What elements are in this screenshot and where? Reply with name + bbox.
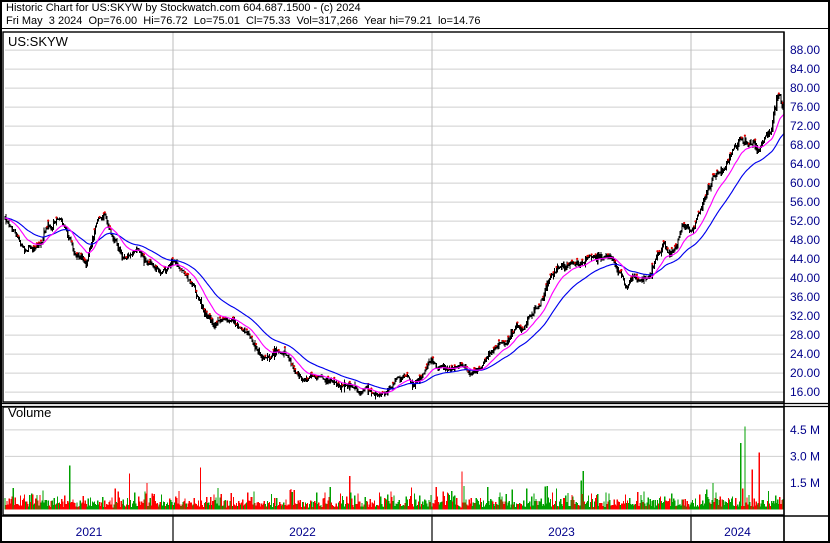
svg-text:1.5 M: 1.5 M (790, 476, 820, 490)
svg-text:16.00: 16.00 (790, 385, 820, 399)
svg-text:36.00: 36.00 (790, 290, 820, 304)
svg-text:Volume: Volume (8, 405, 51, 420)
svg-text:52.00: 52.00 (790, 214, 820, 228)
svg-text:88.00: 88.00 (790, 43, 820, 57)
svg-text:80.00: 80.00 (790, 81, 820, 95)
svg-text:2023: 2023 (548, 525, 575, 539)
svg-text:56.00: 56.00 (790, 195, 820, 209)
svg-text:76.00: 76.00 (790, 100, 820, 114)
svg-text:2024: 2024 (724, 525, 751, 539)
svg-text:24.00: 24.00 (790, 347, 820, 361)
svg-text:4.5 M: 4.5 M (790, 423, 820, 437)
svg-text:44.00: 44.00 (790, 252, 820, 266)
svg-text:32.00: 32.00 (790, 309, 820, 323)
svg-text:2021: 2021 (76, 525, 103, 539)
svg-text:3.0 M: 3.0 M (790, 449, 820, 463)
svg-text:2022: 2022 (289, 525, 316, 539)
svg-text:20.00: 20.00 (790, 366, 820, 380)
svg-text:40.00: 40.00 (790, 271, 820, 285)
svg-text:60.00: 60.00 (790, 176, 820, 190)
svg-text:48.00: 48.00 (790, 233, 820, 247)
svg-text:US:SKYW: US:SKYW (8, 34, 69, 49)
svg-text:64.00: 64.00 (790, 157, 820, 171)
svg-text:28.00: 28.00 (790, 328, 820, 342)
svg-text:72.00: 72.00 (790, 119, 820, 133)
svg-text:84.00: 84.00 (790, 62, 820, 76)
svg-text:68.00: 68.00 (790, 138, 820, 152)
